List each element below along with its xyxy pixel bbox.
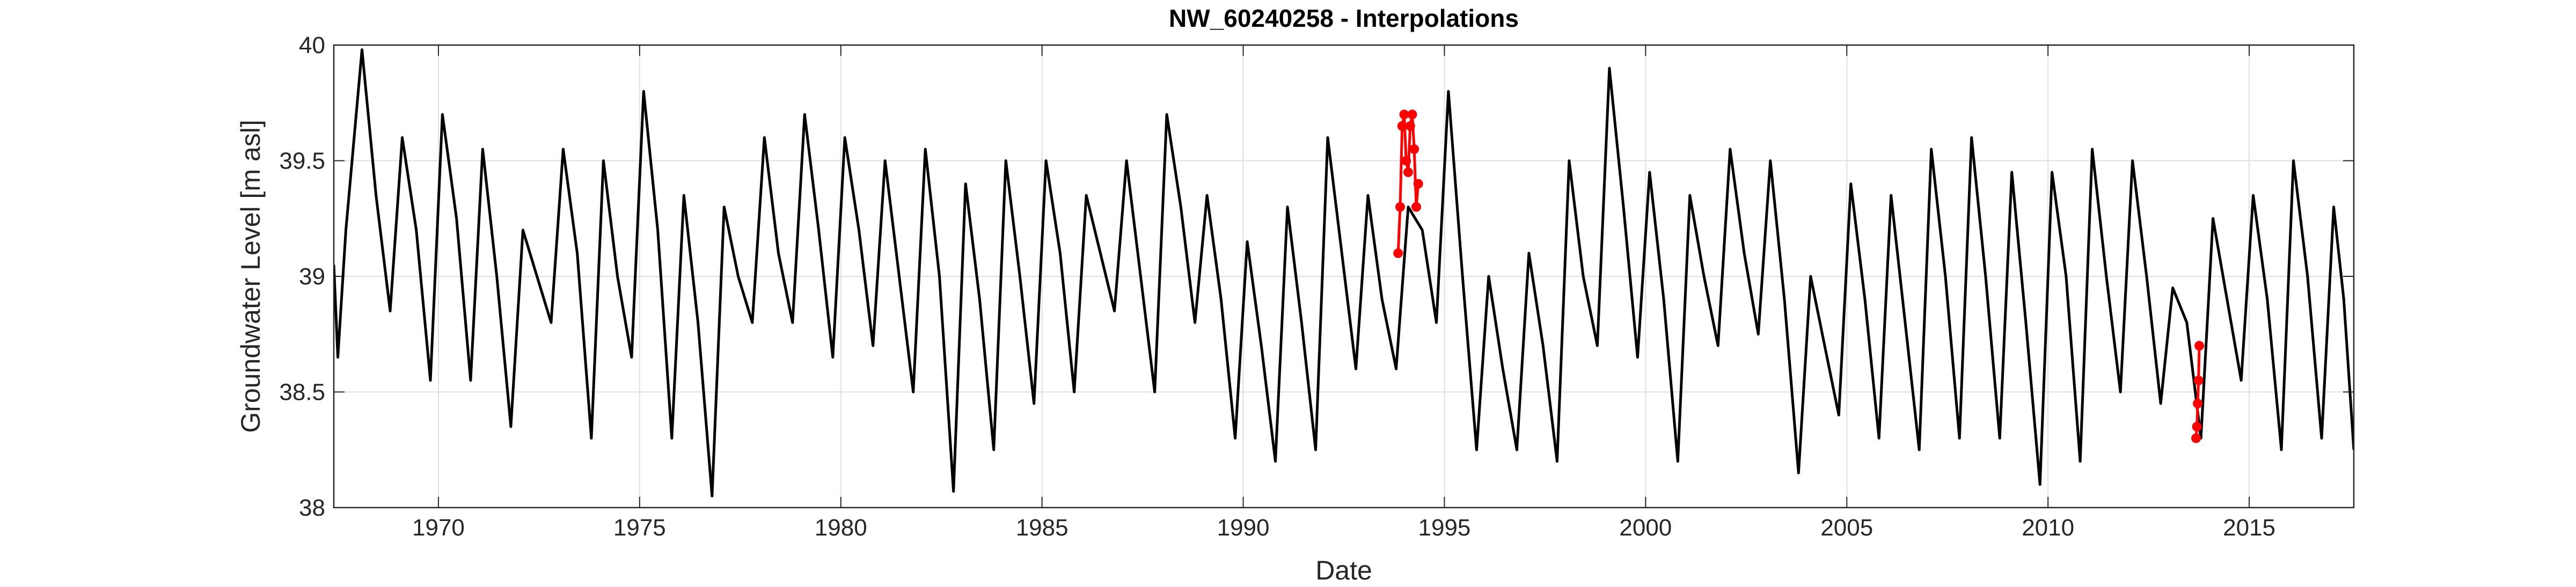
x-tick-label: 2010: [2022, 515, 2074, 541]
data-point: [1403, 167, 1413, 178]
data-point: [2192, 422, 2202, 432]
data-point: [1393, 248, 1403, 258]
x-tick-label: 1990: [1217, 515, 1270, 541]
data-point: [2193, 375, 2204, 385]
data-point: [1401, 156, 1411, 166]
x-axis-label: Date: [1315, 555, 1372, 585]
y-tick-label: 38.5: [279, 379, 325, 406]
x-tick-label: 1985: [1016, 515, 1069, 541]
data-point: [1397, 121, 1407, 131]
data-point: [1407, 109, 1417, 120]
data-point: [1405, 121, 1415, 131]
y-tick-label: 39.5: [279, 148, 325, 174]
data-point: [1399, 109, 1409, 120]
plot-layer: [334, 48, 2354, 497]
data-point: [1413, 179, 1423, 189]
x-tick-label: 2015: [2223, 515, 2275, 541]
y-tick-label: 39: [299, 263, 325, 290]
x-tick-label: 1980: [815, 515, 867, 541]
data-point: [2191, 433, 2201, 443]
data-point: [1409, 144, 1419, 154]
data-line: [334, 48, 2354, 497]
x-tick-label: 1970: [412, 515, 465, 541]
y-axis-label: Groundwater Level [m asl]: [236, 120, 266, 433]
x-tick-label: 2005: [1820, 515, 1873, 541]
chart-title: NW_60240258 - Interpolations: [1169, 4, 1519, 32]
data-point: [1395, 202, 1405, 212]
y-tick-label: 38: [299, 495, 325, 521]
x-tick-label: 2000: [1619, 515, 1672, 541]
data-point: [2194, 341, 2205, 351]
y-tick-label: 40: [299, 32, 325, 58]
axes-box: [333, 44, 2355, 509]
data-point: [1411, 202, 1421, 212]
data-point: [2193, 399, 2203, 409]
x-tick-label: 1995: [1418, 515, 1471, 541]
x-tick-label: 1975: [613, 515, 666, 541]
